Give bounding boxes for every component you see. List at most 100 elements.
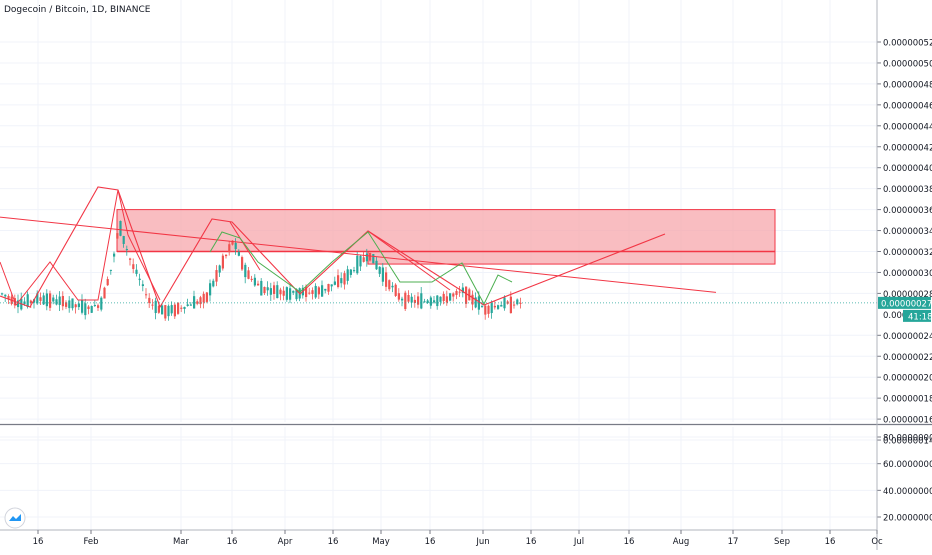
candle-body — [509, 296, 512, 314]
candle-body — [359, 255, 362, 267]
x-tick-label: Jul — [573, 537, 584, 547]
y-tick-label: 0.00000036 — [883, 206, 932, 216]
candle-body — [39, 297, 42, 301]
candle-body — [125, 249, 128, 251]
candle-body — [266, 287, 269, 291]
candle-body — [356, 255, 359, 274]
candle-body — [497, 305, 500, 309]
x-tick-label: 17 — [728, 537, 739, 547]
candle-body — [426, 300, 429, 303]
candle-body — [394, 284, 397, 296]
descending-trendline — [0, 216, 717, 293]
x-tick-label: 16 — [526, 537, 537, 547]
candle-body — [221, 255, 224, 269]
candle-body — [311, 290, 314, 295]
candle-body — [362, 257, 365, 262]
candle-body — [289, 288, 292, 300]
y-tick-label: 0.00000014 — [883, 437, 932, 447]
candle-body — [42, 295, 45, 305]
candle-body — [58, 296, 61, 305]
candle-body — [410, 296, 413, 303]
candle-body — [119, 220, 122, 236]
candle-body — [263, 287, 266, 294]
candle-body — [269, 288, 272, 295]
candle-body — [436, 295, 439, 307]
candle-body — [116, 233, 119, 239]
candle-body — [465, 286, 468, 304]
candle-body — [484, 305, 487, 315]
y-tick-label: 0.00000040 — [883, 164, 932, 174]
candle-body — [282, 290, 285, 296]
candle-body — [285, 287, 288, 300]
candle-body — [26, 294, 29, 307]
y-tick-label: 0.00000050 — [883, 59, 932, 69]
x-tick-label: May — [372, 537, 390, 547]
candle-body — [129, 258, 132, 260]
x-tick-label: 16 — [328, 537, 339, 547]
y-tick-label: 0.00000030 — [883, 269, 932, 279]
candle-body — [401, 298, 404, 301]
partial-price-label: 0.0000 — [883, 311, 913, 321]
candle-body — [55, 299, 58, 305]
candle-body — [519, 302, 522, 304]
candle-body — [93, 305, 96, 307]
candle-body — [138, 278, 141, 281]
candle-body — [45, 293, 48, 307]
candle-body — [442, 293, 445, 302]
candle-body — [340, 278, 343, 284]
chart-title: Dogecoin / Bitcoin, 1D, BINANCE — [4, 5, 151, 15]
y-tick-label: 0.00000048 — [883, 80, 932, 90]
osc-tick-label: 60.00000000 — [883, 460, 932, 470]
candle-body — [353, 270, 356, 272]
fan-line — [367, 230, 451, 291]
candle-body — [333, 281, 336, 285]
candle-body — [4, 294, 7, 297]
x-tick-label: 16 — [33, 537, 44, 547]
candle-body — [516, 299, 519, 305]
candle-body — [244, 264, 247, 278]
x-tick-label: 16 — [624, 537, 635, 547]
candle-body — [455, 291, 458, 295]
candle-body — [231, 240, 234, 245]
candle-body — [17, 300, 20, 308]
candle-body — [253, 277, 256, 286]
candle-body — [173, 304, 176, 317]
candle-body — [378, 266, 381, 274]
y-tick-label: 0.00000046 — [883, 101, 932, 111]
candle-body — [420, 293, 423, 309]
resistance-zone[interactable] — [116, 209, 776, 265]
y-tick-label: 0.00000052 — [883, 39, 932, 49]
candle-body — [349, 269, 352, 275]
y-tick-label: 0.00000018 — [883, 395, 932, 405]
candle-body — [109, 269, 112, 271]
candle-body — [234, 242, 237, 250]
zigzag-red — [0, 186, 666, 309]
candle-body — [103, 287, 106, 299]
tradingview-logo-icon[interactable] — [4, 507, 26, 529]
candle-body — [250, 278, 253, 280]
candle-body — [388, 280, 391, 290]
candle-body — [65, 302, 68, 307]
candle-body — [308, 292, 311, 294]
candle-body — [449, 293, 452, 301]
candle-body — [439, 296, 442, 302]
trend-drawings[interactable] — [0, 186, 877, 309]
candle-body — [106, 279, 109, 286]
y-tick-label: 0.00000024 — [883, 332, 932, 342]
zigzag-red-2 — [0, 189, 161, 307]
candle-body — [241, 257, 244, 270]
candle-body — [157, 305, 160, 313]
timer-label: 41:18 — [908, 312, 932, 322]
fan-line — [229, 221, 261, 271]
candle-body — [68, 300, 71, 309]
candle-body — [260, 280, 263, 296]
candle-body — [417, 296, 420, 305]
candle-body — [397, 293, 400, 300]
osc-tick-label: 80.00000000 — [883, 434, 932, 444]
y-tick-label: 0.00000022 — [883, 353, 932, 363]
x-tick-label: 16 — [425, 537, 436, 547]
candle-body — [167, 305, 170, 317]
